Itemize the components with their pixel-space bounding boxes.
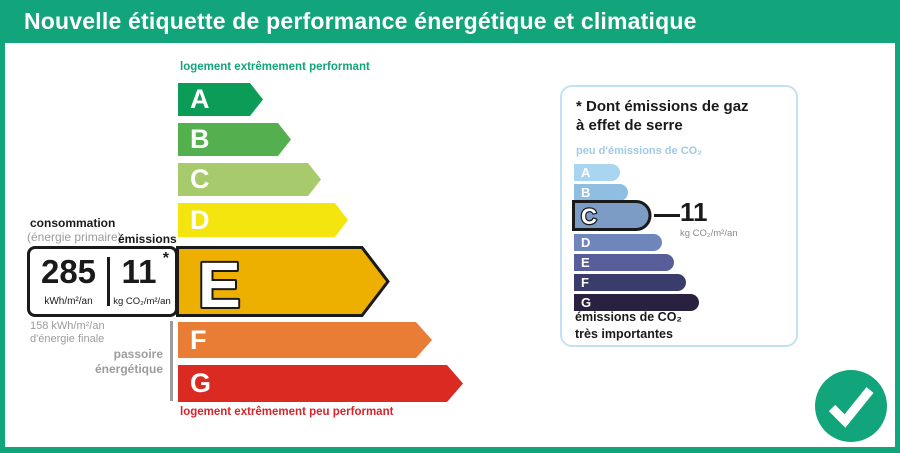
- frame-left: [0, 43, 5, 453]
- energy-arrow-d: D: [178, 203, 348, 237]
- co2-bar-d: D: [574, 234, 662, 251]
- bottom-performance-label: logement extrêmement peu performant: [180, 406, 394, 418]
- energy-arrow-g: G: [178, 365, 463, 402]
- primary-energy-subheader: (énergie primaire): [27, 230, 122, 244]
- current-energy-class-letter: E: [198, 249, 241, 317]
- frame-right: [895, 43, 900, 453]
- co2-bar-f: F: [574, 274, 686, 291]
- energy-arrow-e-shape: [176, 246, 390, 317]
- energy-arrow-c: C: [178, 163, 321, 196]
- co2-class-letter: B: [581, 185, 591, 200]
- energy-arrow-f: F: [178, 322, 432, 358]
- energy-class-letter: F: [190, 324, 207, 355]
- co2-panel-value: 11: [680, 197, 708, 227]
- co2-panel-unit: kg CO₂/m²/an: [680, 228, 738, 239]
- co2-class-letter: E: [581, 255, 590, 270]
- co2-emissions-value: 11: [121, 253, 157, 290]
- co2-class-letter: A: [581, 165, 591, 180]
- co2-emissions-panel: * Dont émissions de gaz à effet de serre…: [560, 85, 798, 347]
- energy-consumption-unit: kWh/m²/an: [44, 296, 93, 307]
- energy-consumption-value: 285: [40, 253, 97, 290]
- energy-arrow-a: A: [178, 83, 263, 116]
- energy-arrow-b: B: [178, 123, 291, 156]
- final-energy-note: 158 kWh/m²/an d'énergie finale: [30, 320, 105, 346]
- co2-bar-c-shape: [572, 200, 652, 231]
- co2-low-label: peu d'émissions de CO₂: [576, 145, 703, 157]
- co2-emissions-unit: kg CO₂/m²/an: [113, 296, 171, 307]
- co2-panel-title-line1: * Dont émissions de gaz: [576, 98, 749, 115]
- energy-arrow-e-current: E: [176, 246, 390, 317]
- top-performance-label: logement extrêmement performant: [180, 61, 370, 73]
- consumption-values-box: 285 kWh/m²/an 11 * kg CO₂/m²/an: [27, 246, 178, 317]
- energy-class-letter: A: [190, 84, 210, 114]
- final-energy-line2: d'énergie finale: [30, 333, 105, 345]
- energy-class-letter: C: [190, 164, 210, 194]
- consumption-header: consommation: [30, 216, 116, 230]
- header-bar: Nouvelle étiquette de performance énergé…: [0, 0, 900, 43]
- page-title: Nouvelle étiquette de performance énergé…: [24, 8, 697, 34]
- co2-class-letter: F: [581, 275, 589, 290]
- box-divider: [107, 257, 110, 306]
- co2-bar-a: A: [574, 164, 620, 181]
- co2-high-label-line1: émissions de CO₂: [575, 310, 682, 324]
- passoire-line2: énergétique: [94, 362, 163, 376]
- frame-bottom: [0, 447, 900, 453]
- energy-class-letter: D: [190, 204, 210, 235]
- validation-badge: [815, 370, 887, 442]
- co2-panel-title-line2: à effet de serre: [576, 117, 683, 134]
- emissions-header: émissions: [118, 232, 177, 246]
- co2-value-connector: [654, 214, 680, 217]
- final-energy-line1: 158 kWh/m²/an: [30, 320, 105, 332]
- sieve-divider-line: [170, 321, 173, 401]
- co2-class-letter: D: [581, 235, 591, 250]
- co2-bar-g: G: [574, 294, 699, 311]
- co2-high-label: émissions de CO₂ très importantes: [575, 309, 682, 343]
- co2-bar-e: E: [574, 254, 674, 271]
- co2-high-label-line2: très importantes: [575, 327, 673, 341]
- asterisk-marker: *: [162, 250, 169, 267]
- co2-bar-b: B: [574, 184, 628, 201]
- passoire-line1: passoire: [113, 347, 163, 361]
- current-co2-class-letter: C: [581, 204, 597, 229]
- co2-class-letter: G: [581, 295, 592, 310]
- checkmark-icon: [828, 387, 874, 428]
- energy-class-letter: B: [190, 124, 210, 154]
- energy-class-letter: G: [190, 368, 212, 398]
- co2-bar-c-current: C: [572, 200, 652, 231]
- energy-sieve-label: passoire énergétique: [63, 347, 163, 377]
